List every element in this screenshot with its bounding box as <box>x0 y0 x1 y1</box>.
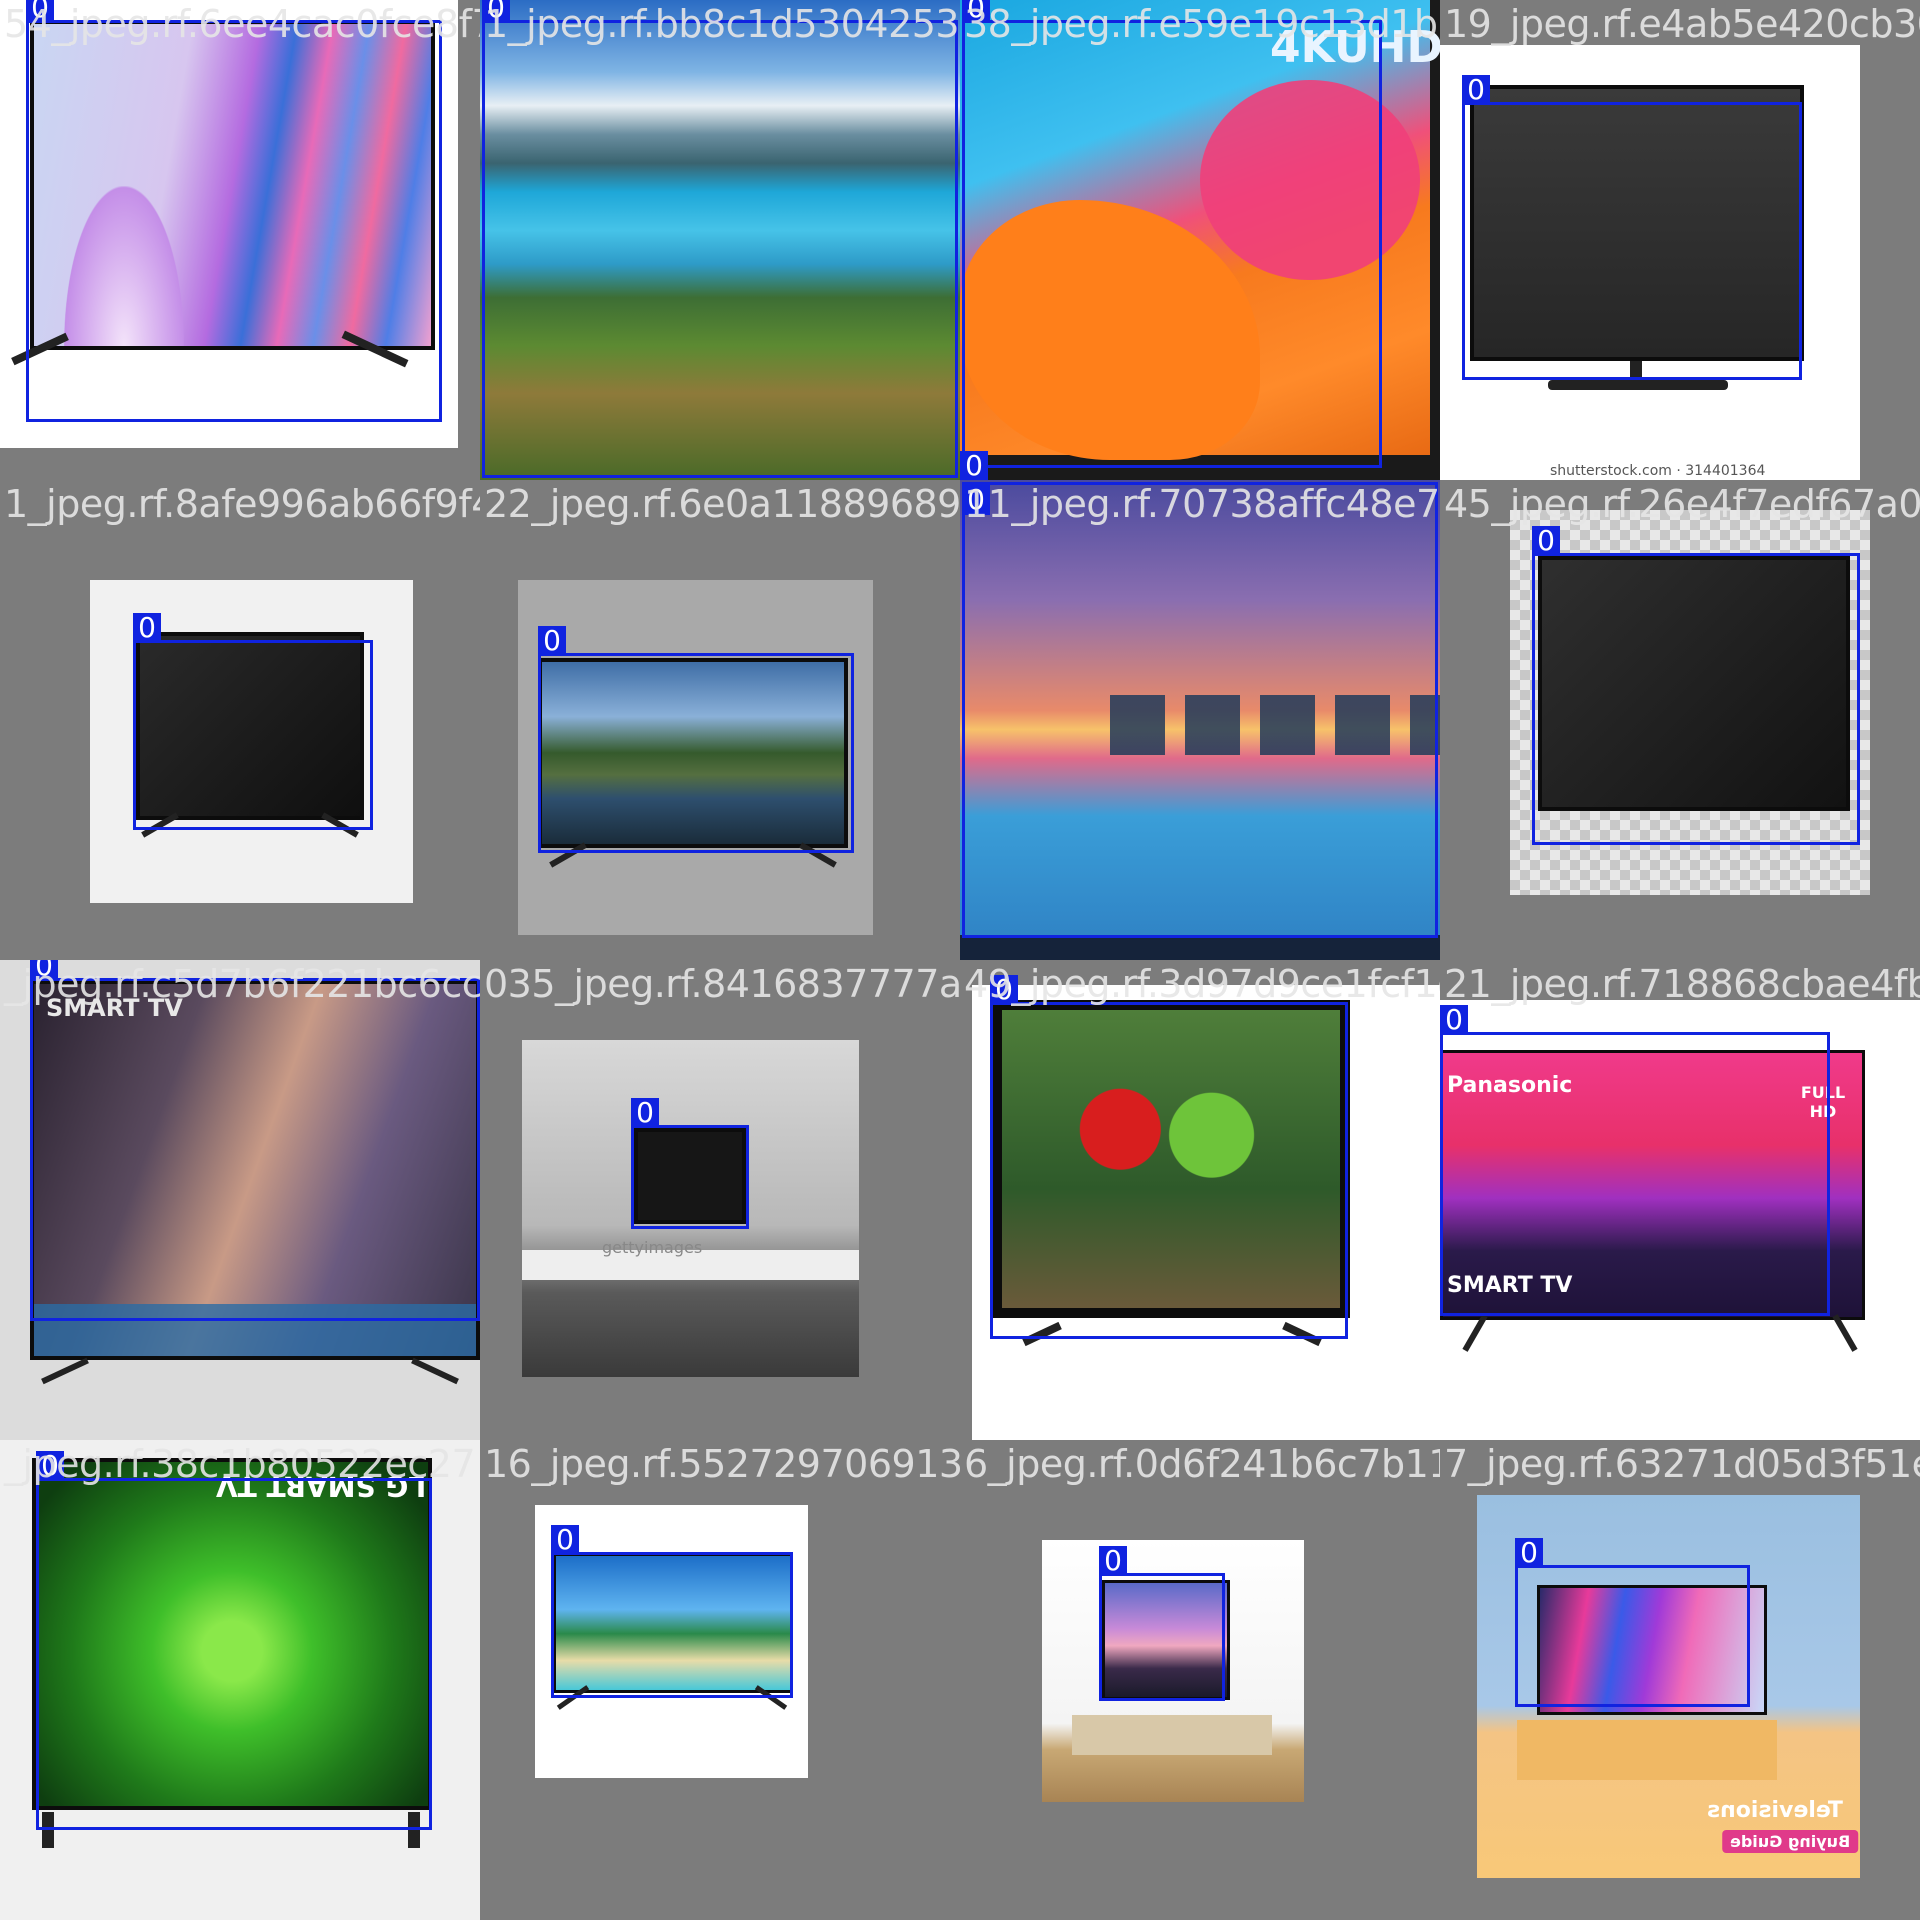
tv-image: shutterstock.com · 314401364 <box>1440 45 1860 480</box>
overlay-text: 4KUHD <box>1270 22 1440 73</box>
tv-image <box>535 1505 808 1778</box>
sunset-water-bungalows-image <box>960 480 1440 960</box>
filename-label: 16_jpeg.rf.552729706913c131 <box>484 1442 960 1486</box>
bounding-box: 0 <box>1515 1538 1750 1707</box>
filename-label: 035_jpeg.rf.8416837777a651b34 <box>484 962 960 1006</box>
class-label: 0 <box>1099 1546 1127 1576</box>
bounding-box: 0 <box>990 975 1348 1339</box>
tile-2: 4KUHD 38_jpeg.rf.e59e19c13d1b21317 0 0 <box>960 0 1440 480</box>
class-label: 0 <box>631 1098 659 1128</box>
watermark-text: gettyimages <box>602 1238 703 1257</box>
tile-5: 22_jpeg.rf.6e0a11889689 0 <box>480 480 960 960</box>
filename-label: 1_jpeg.rf.bb8c1d530425375056fd665 <box>484 2 960 46</box>
overlay-text: SMART TV <box>46 994 183 1022</box>
tv-image: 4KUHD <box>960 0 1440 480</box>
class-label: 0 <box>133 613 161 643</box>
tile-10: 49_jpeg.rf.3d97d9ce1fcf1e75fa2 0 <box>960 960 1440 1440</box>
bounding-box: 0 <box>551 1525 793 1698</box>
filename-label: 54_jpeg.rf.6ee4cac0fce8f74 <box>4 2 480 46</box>
filename-label: 22_jpeg.rf.6e0a11889689 <box>484 482 960 526</box>
bounding-box: 0 <box>482 0 958 478</box>
overlay-text: SMART TV <box>1447 1273 1573 1298</box>
bounding-box: 0 <box>1462 75 1802 380</box>
class-label: 0 <box>36 1451 64 1481</box>
filename-label: 7_jpeg.rf.63271d05d3f51eb7d1 <box>1444 1442 1920 1486</box>
class-label: 0 <box>990 975 1018 1005</box>
class-label: 0 <box>30 960 58 981</box>
filename-label: 49_jpeg.rf.3d97d9ce1fcf1e75fa2 <box>964 962 1440 1006</box>
class-label: 0 <box>962 485 990 515</box>
brand-text: Panasonic <box>1447 1073 1573 1098</box>
tv-image <box>0 0 458 448</box>
tv-image: LG SMART TV <box>0 1440 480 1920</box>
tile-8: SMART TV _jpeg.rf.c5d7b6f221bc6cc 0 <box>0 960 480 1440</box>
class-label: 0 <box>26 0 54 23</box>
class-label: 0 <box>962 0 990 23</box>
bounding-box: 0 <box>36 1451 432 1830</box>
filename-label: 38_jpeg.rf.e59e19c13d1b21317 <box>964 2 1440 46</box>
filename-label: 45_jpeg.rf.26e4f7edf67a00eb7 <box>1444 482 1920 526</box>
living-room-image <box>1042 1540 1304 1802</box>
tv-image: SMART TV <box>0 960 480 1440</box>
tile-7: 45_jpeg.rf.26e4f7edf67a00eb7 0 <box>1440 480 1920 960</box>
bounding-box: 0 <box>962 482 1438 938</box>
class-label: 0 <box>482 0 510 23</box>
watermark-text: shutterstock.com · 314401364 <box>1550 463 1766 479</box>
class-label: 0 <box>1532 526 1560 556</box>
tv-image <box>518 580 873 935</box>
class-label: 0 <box>1515 1538 1543 1568</box>
living-room-image: gettyimages <box>522 1040 859 1377</box>
filename-label: _jpeg.rf.c5d7b6f221bc6cc <box>4 962 480 1006</box>
tile-1: 1_jpeg.rf.bb8c1d530425375056fd665 0 <box>480 0 960 480</box>
filename-label: 6_jpeg.rf.0d6f241b6c7b113 <box>964 1442 1440 1486</box>
tile-3: shutterstock.com · 314401364 19_jpeg.rf.… <box>1440 0 1920 480</box>
bounding-box: 0 <box>538 626 854 853</box>
overlay-text: Televisions <box>1707 1798 1843 1823</box>
tile-12: LG SMART TV _jpeg.rf.38c1b80522ec27 0 <box>0 1440 480 1920</box>
filename-label: 1_jpeg.rf.8afe996ab66f9f47522 <box>4 482 480 526</box>
class-label: 0 <box>1462 75 1490 105</box>
tile-6: 11_jpeg.rf.70738affc48e73c6 0 <box>960 480 1440 960</box>
filename-label: _jpeg.rf.38c1b80522ec27 <box>4 1442 476 1486</box>
bounding-box: 0 <box>1532 526 1860 845</box>
bounding-box: 0 <box>1099 1546 1225 1701</box>
tv-image: Panasonic SMART TV FULL HD <box>1440 1000 1920 1440</box>
bounding-box: 0 <box>962 0 1382 468</box>
class-label: 0 <box>551 1525 579 1555</box>
bounding-box: 0 <box>631 1098 749 1229</box>
tile-0: 54_jpeg.rf.6ee4cac0fce8f74 0 <box>0 0 480 480</box>
bounding-box-secondary: 0 <box>960 451 988 480</box>
bounding-box: 0 <box>1440 1005 1830 1316</box>
filename-label: 21_jpeg.rf.718868cbae4fb0ce <box>1444 962 1920 1006</box>
tv-image <box>972 985 1440 1440</box>
tile-4: 1_jpeg.rf.8afe996ab66f9f47522 0 <box>0 480 480 960</box>
class-label: 0 <box>1440 1005 1468 1035</box>
tile-15: Televisions Buying Guide 7_jpeg.rf.63271… <box>1440 1440 1920 1920</box>
lake-landscape-image <box>480 0 960 480</box>
tv-image <box>1510 510 1870 895</box>
bounding-box: 0 <box>30 960 480 1321</box>
tile-9: gettyimages 035_jpeg.rf.8416837777a651b3… <box>480 960 960 1440</box>
class-label: 0 <box>538 626 566 656</box>
tile-11: Panasonic SMART TV FULL HD 21_jpeg.rf.71… <box>1440 960 1920 1440</box>
tile-13: 16_jpeg.rf.552729706913c131 0 <box>480 1440 960 1920</box>
filename-label: 11_jpeg.rf.70738affc48e73c6 <box>964 482 1440 526</box>
class-label: 0 <box>960 451 988 480</box>
bounding-box: 0 <box>26 0 442 422</box>
tile-14: 6_jpeg.rf.0d6f241b6c7b113 0 <box>960 1440 1440 1920</box>
filename-label: 19_jpeg.rf.e4ab5e420cb300094 <box>1444 2 1920 46</box>
bounding-box: 0 <box>133 613 373 830</box>
overlay-badge: Buying Guide <box>1722 1830 1859 1853</box>
